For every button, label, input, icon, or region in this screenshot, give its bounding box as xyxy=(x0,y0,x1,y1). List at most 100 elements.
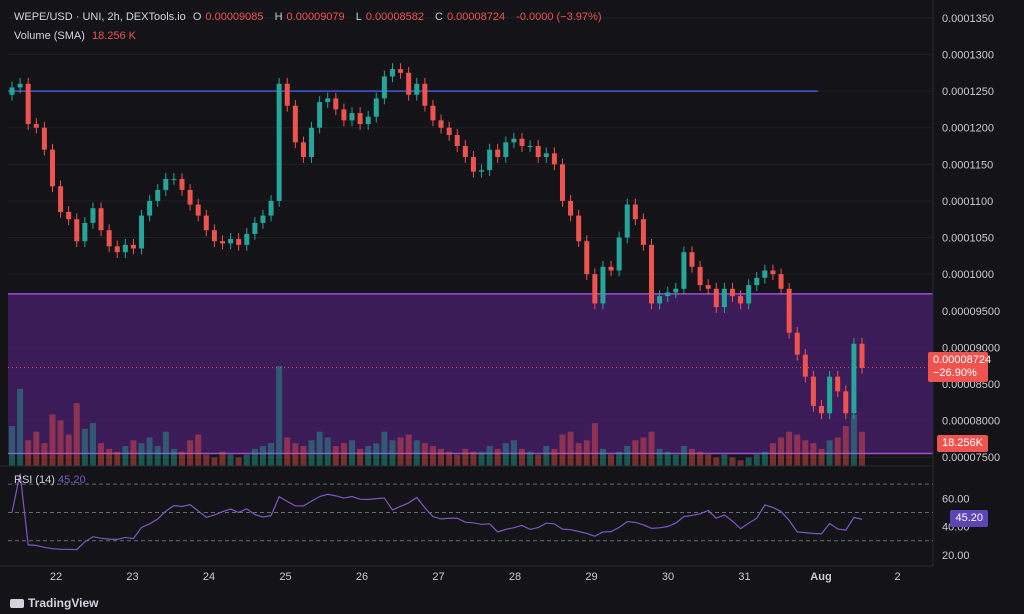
time-tick-label: 22 xyxy=(50,571,62,583)
volume-bar xyxy=(397,437,404,466)
volume-bar xyxy=(502,443,509,466)
candle-body xyxy=(325,98,331,103)
volume-bar xyxy=(834,437,841,466)
volume-bars xyxy=(9,366,865,466)
candle-body xyxy=(211,230,217,242)
price-tick-label: 0.0001100 xyxy=(942,196,993,208)
volume-bar xyxy=(106,448,113,466)
tv-brand: TradingView xyxy=(28,596,99,610)
candle-body xyxy=(657,296,663,304)
time-tick-label: 27 xyxy=(432,571,444,583)
candle-body xyxy=(25,83,31,125)
price-axis: 0.0001350 0.0001300 0.0001250 0.0001200 0.00… xyxy=(0,0,1000,567)
volume-bar xyxy=(608,454,615,466)
chart-legend: WEPE/USD · UNI, 2h, DEXTools.io O 0.00009… xyxy=(14,8,606,46)
volume-bar xyxy=(25,440,32,466)
volume-bar xyxy=(373,443,380,466)
volume-bar xyxy=(535,454,542,466)
candle-body xyxy=(66,211,72,220)
candle-body xyxy=(762,270,768,278)
candle-body xyxy=(260,215,266,223)
candle-body xyxy=(616,237,622,271)
time-tick-label: 30 xyxy=(662,571,674,583)
volume-bar xyxy=(478,451,485,466)
time-tick-label: 31 xyxy=(738,571,750,583)
candle-body xyxy=(171,178,177,180)
volume-bar xyxy=(616,451,623,466)
volume-bar xyxy=(713,457,720,466)
volume-bar xyxy=(211,457,218,466)
volume-bar xyxy=(438,448,445,466)
candle-body xyxy=(317,102,323,128)
candle-body xyxy=(470,156,476,172)
price-tick-label: 0.0001050 xyxy=(942,233,994,245)
volume-bar xyxy=(689,448,695,466)
candle-body xyxy=(576,215,582,242)
volume-bar xyxy=(591,423,598,466)
volume-bar xyxy=(381,431,388,466)
close-label: C 0.00008724 xyxy=(435,11,506,23)
candle-body xyxy=(778,274,784,289)
candle-body xyxy=(58,186,64,212)
volume-bar xyxy=(227,454,234,466)
tradingview-logo[interactable]: TradingView xyxy=(10,596,98,610)
candle-body xyxy=(300,142,306,157)
candle-body xyxy=(819,405,825,414)
candle-body xyxy=(244,233,250,245)
volume-bar xyxy=(826,440,833,466)
tv-icon xyxy=(10,599,24,608)
candle-body xyxy=(333,98,339,110)
volume-bar xyxy=(365,446,372,466)
candle-body xyxy=(487,149,493,171)
candle-body xyxy=(114,246,120,253)
volume-bar xyxy=(794,434,801,466)
candle-body xyxy=(665,292,671,297)
volume-bar xyxy=(98,443,105,466)
candle-body xyxy=(535,146,541,157)
price-badge-change: −26.90% xyxy=(933,367,977,379)
candle-body xyxy=(827,376,833,414)
candle-body xyxy=(155,189,161,201)
volume-bar xyxy=(769,443,776,466)
time-tick-label: 29 xyxy=(585,571,597,583)
volume-bar xyxy=(357,448,364,466)
candle-body xyxy=(130,244,136,249)
candle-body xyxy=(341,109,347,121)
candle-body xyxy=(519,138,525,147)
volume-bar xyxy=(235,457,242,466)
time-tick-label: 2 xyxy=(894,571,900,583)
volume-bar xyxy=(664,451,671,466)
volume-bar xyxy=(89,423,96,466)
volume-bar xyxy=(599,448,606,466)
candle-body xyxy=(729,288,735,297)
candle-body xyxy=(600,266,606,304)
volume-bar xyxy=(454,454,461,466)
volume-bar xyxy=(575,443,582,466)
volume-bar xyxy=(49,414,56,466)
volume-bar xyxy=(527,451,534,466)
volume-bar xyxy=(349,440,355,466)
price-tick-label: 0.0001350 xyxy=(942,13,994,25)
zone-fill xyxy=(8,293,933,454)
candle-body xyxy=(82,222,88,242)
candle-body xyxy=(357,113,363,125)
candle-body xyxy=(705,285,711,289)
volume-bar xyxy=(632,440,639,466)
volume-badge: 18.256K xyxy=(937,435,988,452)
volume-bar xyxy=(57,420,64,466)
volume-bar xyxy=(486,446,493,466)
volume-bar xyxy=(268,443,275,466)
candle-body xyxy=(770,270,776,275)
volume-bar xyxy=(33,431,40,466)
price-tick-label: 0.0001250 xyxy=(942,86,994,98)
candle-body xyxy=(90,208,96,223)
candle-body xyxy=(292,105,298,143)
volume-bar xyxy=(389,440,396,466)
candle-body xyxy=(754,277,760,286)
candle-body xyxy=(584,241,590,275)
volume-bar xyxy=(162,431,169,466)
candle-body xyxy=(284,83,290,106)
volume-bar xyxy=(446,451,453,466)
candle-body xyxy=(689,252,695,267)
